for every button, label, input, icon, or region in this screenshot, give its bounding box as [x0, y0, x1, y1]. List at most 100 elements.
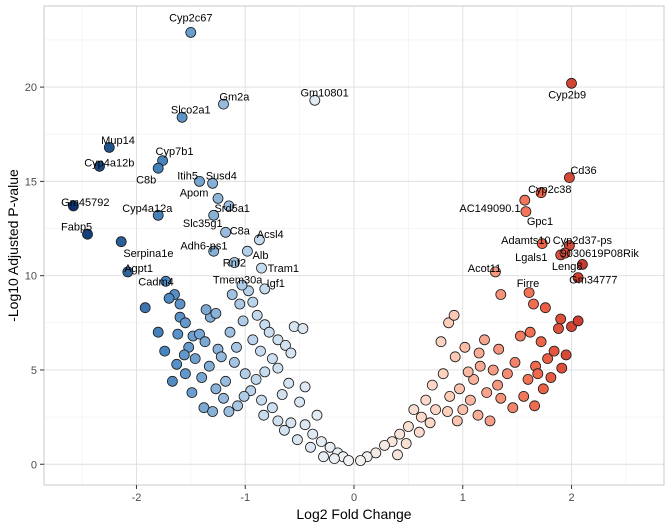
- data-point: [210, 307, 222, 319]
- data-point-acot11: [489, 266, 501, 278]
- data-point: [276, 389, 288, 400]
- data-point: [247, 296, 259, 308]
- gene-label-acsl4: Acsl4: [257, 229, 284, 241]
- data-point: [468, 373, 480, 385]
- data-point: [420, 394, 432, 406]
- data-point: [272, 415, 284, 427]
- data-point: [307, 428, 319, 440]
- gene-label-tmem30a: Tmem30a: [213, 274, 263, 286]
- scatter-points: [68, 27, 588, 466]
- y-axis-title: -Log10 Adjusted P-value: [5, 169, 21, 322]
- gene-label-gm10801: Gm10801: [300, 88, 348, 100]
- data-point: [540, 302, 551, 314]
- data-point: [189, 353, 201, 365]
- data-point: [272, 334, 284, 346]
- data-point: [435, 336, 447, 348]
- data-point: [442, 406, 453, 417]
- gene-label-itih5: Itih5: [177, 171, 198, 183]
- data-point: [509, 356, 521, 368]
- data-point-fabp5: [82, 228, 93, 240]
- data-point: [400, 438, 412, 449]
- data-point: [457, 404, 469, 416]
- x-axis-title: Log2 Fold Change: [296, 506, 411, 522]
- data-point: [355, 455, 366, 466]
- data-point: [250, 373, 262, 385]
- data-point: [251, 309, 263, 321]
- data-point: [449, 351, 461, 363]
- data-point-rnf2: [228, 257, 240, 268]
- data-point: [237, 315, 249, 327]
- data-point-adh6-ps1: [208, 245, 220, 257]
- data-point: [203, 360, 215, 372]
- data-point: [426, 379, 438, 391]
- data-point-9030619p08rik: [559, 247, 571, 259]
- data-point: [311, 409, 323, 421]
- data-point: [487, 364, 499, 376]
- data-point-mup14: [103, 141, 115, 153]
- gene-label-cyp2b9: Cyp2b9: [548, 90, 586, 102]
- data-point-leng8: [577, 258, 588, 270]
- gene-labels: Cyp2c67 Cyp2b9 Gm10801 Gm2a Slco2a1 Mup14 Cyp7…: [61, 12, 639, 290]
- gene-label-acot11: Acot11: [468, 263, 501, 275]
- data-point: [555, 313, 567, 325]
- gene-label-tram1: Tram1: [268, 263, 299, 275]
- data-point: [556, 362, 568, 374]
- x-tick-label: 1: [460, 492, 466, 504]
- data-point: [283, 377, 295, 389]
- data-point: [272, 362, 284, 374]
- data-point: [207, 406, 219, 417]
- y-axis-ticks: 0 5 10 15 20: [25, 82, 44, 471]
- data-point: [495, 392, 507, 404]
- gene-label-slc35g1: Slc35g1: [183, 218, 223, 230]
- gene-label-gm45792: Gm45792: [61, 197, 109, 209]
- gene-label-cyp7b1: Cyp7b1: [156, 146, 194, 158]
- data-point: [186, 387, 198, 399]
- data-point-tmem30a: [236, 279, 248, 291]
- data-point: [408, 404, 420, 416]
- data-point: [443, 317, 455, 329]
- data-point-gm2a: [218, 98, 229, 110]
- data-point: [255, 345, 266, 357]
- gene-label-leng8: Leng8: [552, 261, 583, 273]
- data-point: [529, 400, 540, 412]
- x-tick-label: 0: [351, 492, 357, 504]
- x-tick-label: -1: [240, 492, 250, 504]
- data-point: [474, 360, 486, 372]
- data-point-srd5a1: [223, 200, 235, 212]
- data-point: [174, 298, 186, 310]
- gene-label-gpc1: Gpc1: [527, 216, 553, 228]
- data-point: [528, 298, 539, 310]
- gene-label-srd5a1: Srd5a1: [214, 203, 249, 215]
- gene-label-gm34777: Gm34777: [569, 274, 617, 286]
- gene-label-cyp4a12a: Cyp4a12a: [122, 203, 173, 215]
- data-point: [163, 292, 175, 304]
- data-point-cyp4a12b: [94, 160, 105, 172]
- data-point: [194, 328, 205, 340]
- data-point: [280, 339, 291, 351]
- data-point: [218, 392, 229, 404]
- data-point: [299, 381, 311, 393]
- data-point: [572, 315, 584, 327]
- data-point: [285, 417, 297, 429]
- data-point: [448, 309, 460, 321]
- data-point: [223, 406, 235, 417]
- data-point-cadm4: [160, 275, 172, 287]
- data-point: [238, 390, 250, 402]
- y-tick-label: 15: [25, 176, 37, 188]
- data-point: [343, 455, 355, 466]
- data-point: [234, 298, 246, 310]
- data-point: [266, 353, 278, 365]
- data-point: [239, 368, 251, 380]
- data-point: [171, 358, 183, 370]
- data-point-cd36: [564, 172, 575, 184]
- data-point: [413, 426, 425, 438]
- data-point: [392, 449, 403, 461]
- x-axis-ticks: -2 -1 0 1 2: [132, 485, 575, 504]
- data-point: [518, 390, 530, 402]
- data-point-cyp2c67: [185, 27, 197, 38]
- gene-label-susd4: Susd4: [206, 171, 237, 183]
- data-point: [484, 415, 496, 427]
- gene-label-cadm4: Cadm4: [138, 276, 173, 288]
- data-point: [459, 341, 471, 353]
- gene-label-gm2a: Gm2a: [219, 92, 250, 104]
